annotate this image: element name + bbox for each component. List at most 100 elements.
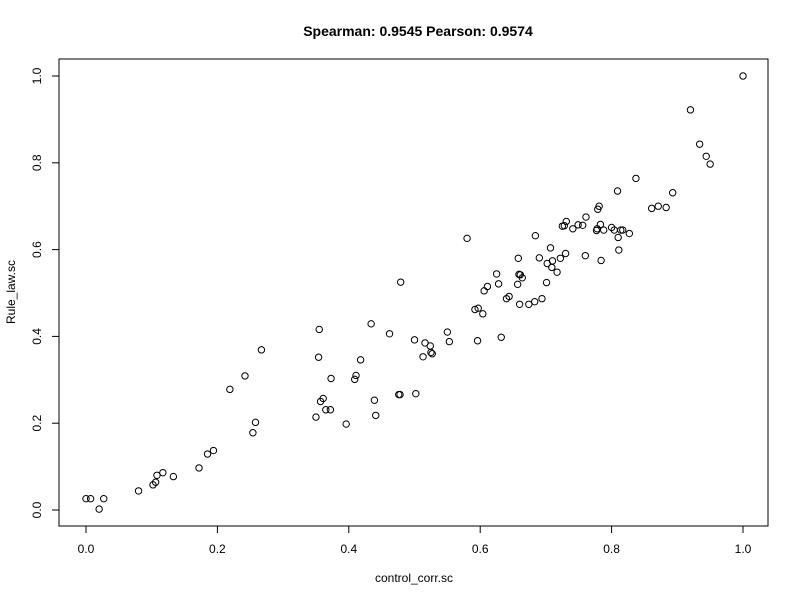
data-point: [427, 348, 435, 357]
data-point: [100, 495, 108, 503]
data-point: [596, 220, 605, 229]
data-point: [615, 246, 623, 254]
y-tick-label: 0.2: [30, 415, 44, 432]
data-point: [553, 268, 561, 276]
data-point: [370, 396, 379, 404]
data-point: [654, 202, 662, 210]
y-tick-label: 0.6: [30, 241, 44, 258]
data-point: [95, 505, 103, 513]
data-point: [195, 464, 203, 472]
data-point: [473, 337, 482, 345]
data-point: [581, 251, 590, 260]
data-point: [525, 300, 533, 308]
data-point: [574, 221, 582, 229]
x-axis-label: control_corr.sc: [375, 571, 453, 585]
data-point: [607, 223, 616, 232]
data-point: [518, 274, 526, 282]
data-point: [706, 160, 714, 168]
data-point: [531, 297, 539, 306]
data-point: [514, 254, 523, 262]
data-point: [686, 106, 695, 114]
data-point: [471, 305, 479, 314]
data-point: [600, 226, 608, 234]
data-point: [483, 282, 492, 291]
y-tick-label: 0.0: [30, 501, 44, 518]
data-point: [562, 217, 570, 226]
data-point: [548, 257, 557, 265]
data-point: [546, 244, 555, 252]
data-point: [396, 390, 404, 399]
data-point: [480, 287, 488, 295]
data-point: [249, 429, 257, 437]
data-point: [443, 328, 452, 336]
data-point: [134, 487, 143, 495]
data-point: [556, 254, 565, 262]
data-point: [209, 446, 218, 455]
data-point: [625, 229, 634, 238]
y-tick-label: 0.8: [30, 154, 44, 171]
data-point: [351, 375, 359, 384]
data-point: [531, 232, 540, 240]
data-point: [226, 385, 234, 394]
data-point: [560, 222, 568, 230]
data-point: [312, 413, 320, 421]
y-tick-label: 0.4: [30, 328, 44, 345]
data-point: [548, 263, 556, 272]
data-point: [578, 221, 587, 229]
x-tick-label: 0.6: [472, 542, 489, 556]
data-point: [327, 374, 335, 383]
data-point: [445, 337, 454, 346]
data-point: [419, 353, 427, 361]
data-point: [463, 234, 471, 243]
data-points: [82, 72, 747, 513]
data-point: [372, 411, 380, 420]
data-point: [82, 495, 90, 503]
data-point: [647, 204, 656, 213]
data-point: [149, 481, 157, 489]
x-axis: 0.0 0.2 0.4 0.6 0.8 1.0: [78, 525, 752, 556]
data-point: [428, 350, 436, 358]
data-point: [613, 187, 622, 195]
data-point: [315, 325, 323, 334]
data-point: [241, 372, 249, 380]
data-point: [561, 249, 570, 258]
data-point: [515, 300, 524, 308]
y-tick-label: 1.0: [30, 67, 44, 84]
data-point: [662, 203, 670, 212]
data-point: [412, 389, 420, 398]
y-axis: 0.0 0.2 0.4 0.6 0.8 1.0: [30, 67, 60, 518]
data-point: [474, 304, 482, 312]
data-point: [492, 270, 501, 278]
data-point: [169, 472, 178, 481]
x-tick-label: 0.8: [603, 542, 620, 556]
data-point: [352, 371, 360, 380]
data-point: [257, 346, 266, 354]
chart-title: Spearman: 0.9545 Pearson: 0.9574: [303, 23, 533, 39]
data-point: [702, 152, 710, 160]
data-point: [497, 333, 505, 341]
data-point: [410, 336, 419, 344]
data-point: [479, 310, 487, 318]
data-point: [542, 278, 551, 287]
x-tick-label: 0.2: [209, 542, 226, 556]
data-point: [569, 225, 577, 233]
data-point: [632, 174, 640, 183]
data-point: [397, 278, 405, 286]
data-point: [326, 406, 335, 414]
data-point: [319, 394, 327, 403]
data-point: [597, 256, 605, 265]
data-point: [356, 356, 365, 364]
data-point: [669, 189, 677, 197]
data-point: [695, 140, 704, 148]
data-point: [595, 202, 603, 210]
data-point: [203, 450, 212, 458]
data-point: [619, 226, 627, 234]
x-tick-label: 0.0: [78, 542, 95, 556]
data-point: [159, 468, 167, 477]
data-point: [617, 226, 625, 234]
data-point: [494, 280, 503, 288]
data-point: [151, 478, 160, 486]
data-point: [582, 213, 590, 221]
plot-frame: [58, 58, 769, 527]
